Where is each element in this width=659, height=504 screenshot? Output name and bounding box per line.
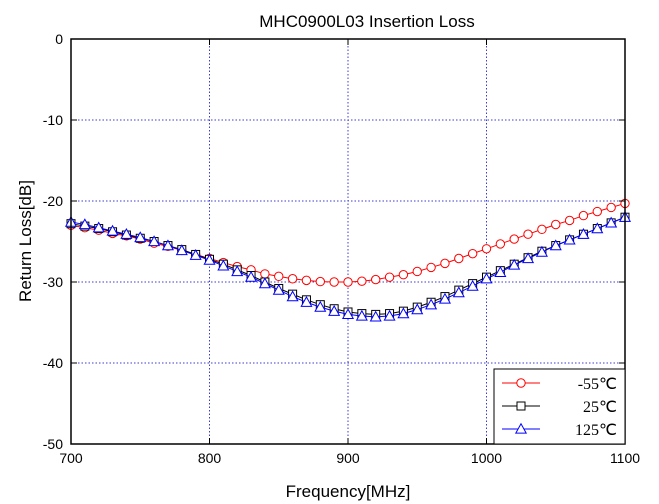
data-point (369, 310, 382, 322)
data-point (481, 244, 492, 254)
data-point (357, 276, 367, 286)
data-point (383, 309, 396, 321)
data-point (549, 239, 562, 251)
data-point (300, 296, 313, 307)
data-point (343, 277, 353, 287)
legend-label: 25℃ (583, 399, 617, 416)
data-point (134, 231, 147, 243)
data-point (605, 216, 618, 228)
data-point (411, 303, 424, 315)
y-tick-label: -10 (43, 112, 63, 128)
data-point (217, 259, 230, 271)
data-point (78, 218, 91, 230)
data-point (231, 265, 244, 277)
data-point (508, 258, 521, 270)
data-point (397, 307, 410, 319)
y-tick-label: -30 (43, 274, 63, 290)
data-point (412, 266, 422, 277)
data-point (551, 219, 561, 230)
legend: -55℃ 25℃ 125℃ (493, 368, 626, 445)
data-point (564, 215, 575, 226)
data-point (592, 206, 602, 217)
x-tick-label: 700 (59, 450, 83, 466)
data-point (315, 276, 325, 287)
data-point (509, 234, 519, 244)
data-point (452, 286, 465, 298)
data-point (148, 235, 161, 247)
y-tick-label: -40 (43, 355, 63, 371)
data-point (355, 309, 368, 321)
data-point (537, 224, 547, 235)
data-point (371, 274, 381, 285)
data-point (245, 270, 258, 282)
data-point (467, 248, 478, 259)
data-point (535, 245, 548, 257)
tick-layer: 700 800 900 1000 1100 0 -10 -20 -30 -40 -50 (43, 31, 640, 466)
data-point (287, 274, 298, 284)
data-point (440, 258, 450, 269)
y-tick-label: -20 (43, 193, 63, 209)
series-group (64, 210, 632, 322)
data-point (203, 253, 216, 265)
data-point (341, 308, 355, 320)
data-point (494, 266, 507, 277)
data-point (92, 221, 105, 233)
data-point (189, 249, 202, 260)
data-point (466, 279, 479, 291)
data-point (272, 283, 285, 295)
data-point (480, 272, 493, 284)
x-tick-label: 900 (336, 450, 360, 466)
y-tick-label: -50 (43, 436, 63, 452)
data-point (286, 290, 299, 302)
data-point (523, 229, 533, 239)
data-point (425, 298, 438, 310)
data-point (426, 262, 436, 273)
data-point (578, 210, 589, 221)
data-point (563, 233, 576, 245)
data-point (274, 271, 284, 282)
data-point (106, 224, 119, 236)
data-point (175, 244, 188, 256)
data-point (301, 275, 312, 286)
data-point (438, 292, 451, 304)
x-tick-label: 1100 (610, 450, 640, 466)
y-axis-title: Return Loss[dB] (16, 180, 35, 302)
x-tick-label: 800 (198, 450, 222, 466)
legend-marker (514, 422, 528, 434)
legend-label: 125℃ (575, 422, 617, 439)
legend-label: -55℃ (578, 376, 617, 393)
y-tick-label: 0 (55, 31, 63, 47)
series-layer (64, 198, 632, 322)
data-point (328, 304, 341, 316)
data-point (314, 300, 327, 312)
data-point (522, 252, 535, 264)
data-point (591, 222, 604, 234)
x-tick-label: 1000 (471, 450, 502, 466)
data-point (120, 227, 133, 239)
data-point (258, 277, 271, 289)
data-point (398, 270, 409, 280)
x-axis-title: Frequency[MHz] (286, 482, 411, 501)
data-point (384, 272, 395, 282)
data-point (329, 277, 339, 287)
data-point (161, 239, 174, 251)
legend-marker (516, 378, 526, 388)
data-point (454, 253, 464, 264)
legend-marker (516, 401, 526, 411)
data-point (495, 239, 506, 249)
data-point (606, 202, 616, 213)
chart-title: MHC0900L03 Insertion Loss (259, 12, 474, 31)
data-point (577, 227, 590, 239)
data-point (260, 269, 270, 279)
